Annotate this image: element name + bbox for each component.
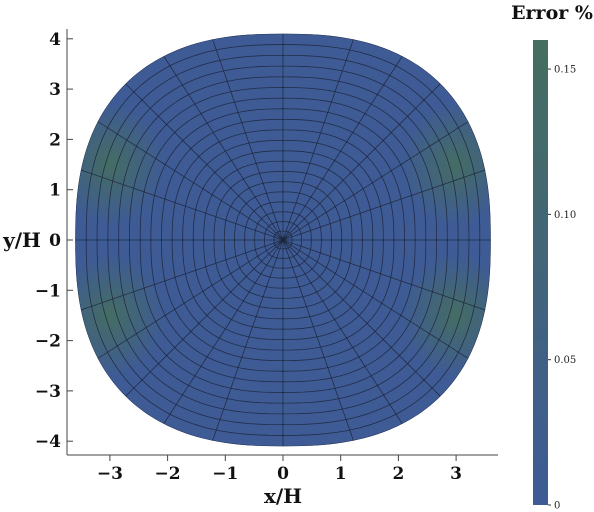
mesh-spoke xyxy=(282,239,441,397)
mesh-spoke xyxy=(97,121,284,241)
mesh-spoke xyxy=(212,239,284,441)
mesh-spoke xyxy=(80,239,284,311)
mesh-spoke xyxy=(282,39,354,241)
x-tick-label: −2 xyxy=(155,464,181,484)
error-hotspot-3 xyxy=(401,253,491,378)
colorbar xyxy=(533,40,548,505)
x-tick-label: 2 xyxy=(392,464,404,484)
mesh-spoke xyxy=(125,83,284,241)
y-tick-label: 3 xyxy=(49,80,61,100)
colorbar-tick-label: 0 xyxy=(554,501,560,512)
y-tick-label: 4 xyxy=(49,30,61,50)
error-hotspot-1 xyxy=(401,102,491,227)
mesh-spoke xyxy=(282,169,486,241)
mesh-spoke xyxy=(282,239,354,441)
colorbar-tick-label: 0.15 xyxy=(554,65,576,76)
mesh-spoke xyxy=(125,239,284,397)
error-hotspot-2 xyxy=(75,102,165,227)
colorbar-title: Error % xyxy=(511,2,593,24)
y-tick-label: −4 xyxy=(35,432,61,452)
x-tick-label: −3 xyxy=(97,464,123,484)
mesh-spoke xyxy=(282,239,486,311)
error-hotspot-4 xyxy=(75,253,165,378)
x-tick-label: 0 xyxy=(277,464,289,484)
colorbar-ticks: 0 0.05 0.10 0.15 xyxy=(548,65,576,512)
mesh-spoke xyxy=(80,169,284,241)
mesh-spoke xyxy=(163,55,284,241)
mesh-spoke xyxy=(212,39,284,241)
y-tick-label: 0 xyxy=(49,231,61,251)
x-tick-label: 1 xyxy=(335,464,347,484)
mesh-spoke xyxy=(282,239,403,425)
mesh-spoke xyxy=(97,239,284,359)
x-axis-label: x/H xyxy=(264,484,302,508)
y-tick-label: −2 xyxy=(35,332,61,352)
mesh-spoke xyxy=(282,121,469,241)
y-axis-label: y/H xyxy=(2,228,41,252)
colorbar-tick-label: 0.05 xyxy=(554,355,576,366)
mesh-spoke xyxy=(163,239,284,425)
mesh-grid xyxy=(75,33,491,447)
y-tick-label: −3 xyxy=(35,382,61,402)
colorbar-tick-label: 0.10 xyxy=(554,210,576,221)
y-tick-label: 2 xyxy=(49,130,61,150)
mesh-spoke xyxy=(282,83,441,241)
y-axis-ticks: 4 3 2 1 0 −1 −2 −3 −4 xyxy=(35,30,73,452)
y-tick-label: 1 xyxy=(49,181,61,201)
y-tick-label: −1 xyxy=(35,281,61,301)
x-tick-label: 3 xyxy=(450,464,462,484)
x-tick-label: −1 xyxy=(212,464,238,484)
mesh-spoke xyxy=(282,55,403,241)
x-axis-ticks: −3 −2 −1 0 1 2 3 xyxy=(97,455,462,484)
mesh-spoke xyxy=(282,239,469,359)
